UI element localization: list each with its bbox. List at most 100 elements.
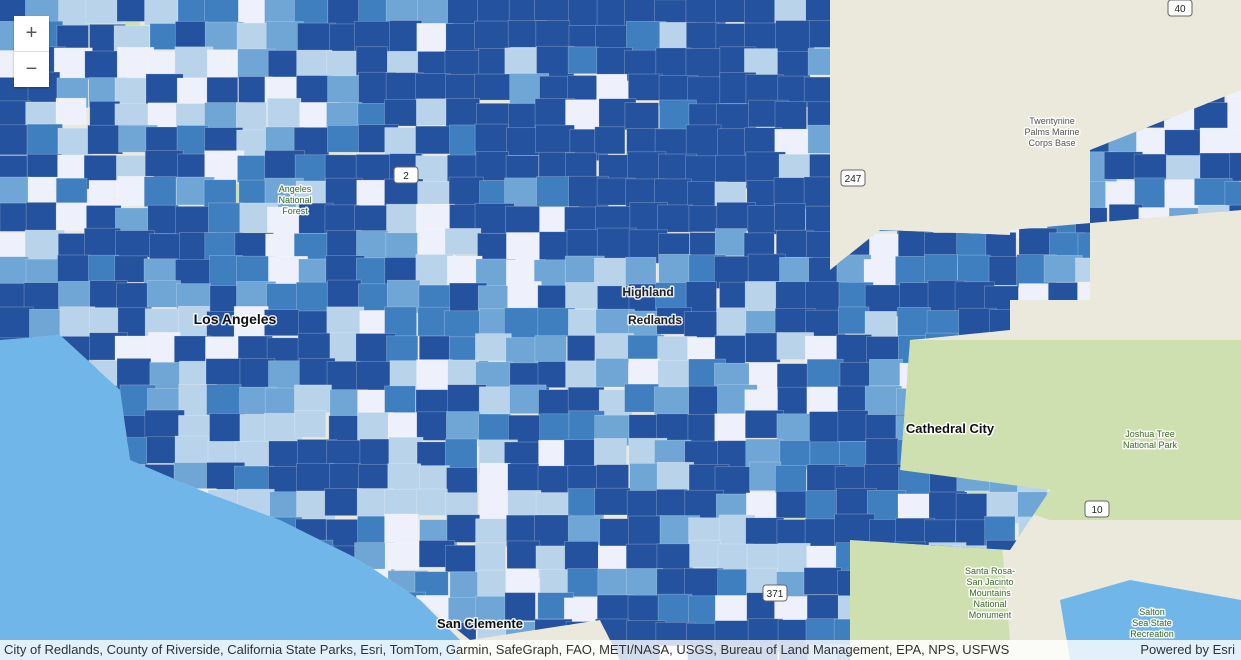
- district: [416, 411, 448, 441]
- district: [384, 385, 416, 417]
- ocean: [0, 335, 460, 660]
- district: [329, 463, 361, 491]
- place-label: San Jacinto: [966, 577, 1013, 587]
- place-label: Los Angeles: [194, 311, 277, 327]
- highway-shield: [1084, 500, 1110, 518]
- zoom-in-button[interactable]: +: [25, 22, 38, 44]
- district: [537, 285, 571, 313]
- district: [593, 438, 627, 467]
- district: [628, 73, 663, 101]
- district: [325, 177, 363, 206]
- district: [657, 204, 693, 233]
- district: [174, 46, 214, 79]
- district: [775, 281, 810, 314]
- district: [805, 281, 844, 312]
- district: [1133, 153, 1168, 183]
- district: [656, 413, 689, 441]
- district: [566, 229, 601, 258]
- attribution-bar: City of Redlands, County of Riverside, C…: [0, 640, 1241, 660]
- district: [144, 0, 182, 26]
- highway-number: 2: [403, 171, 409, 182]
- place-label: Twentynine: [1029, 116, 1075, 126]
- district: [58, 281, 91, 312]
- district: [624, 102, 659, 131]
- district: [174, 206, 214, 235]
- district: [205, 358, 241, 386]
- district: [446, 514, 480, 543]
- district: [415, 254, 454, 288]
- district: [568, 0, 602, 26]
- district: [475, 151, 509, 182]
- district: [205, 336, 240, 364]
- district: [897, 307, 931, 340]
- district: [444, 50, 480, 78]
- district: [326, 306, 365, 338]
- park: [900, 340, 1241, 520]
- district: [837, 410, 869, 442]
- district: [714, 228, 747, 257]
- district: [384, 306, 417, 337]
- district: [838, 306, 870, 335]
- district: [1228, 127, 1241, 162]
- district: [658, 253, 691, 285]
- district: [745, 332, 781, 363]
- district: [146, 280, 181, 308]
- place-label: National: [973, 599, 1006, 609]
- district: [595, 358, 629, 388]
- district: [567, 46, 599, 74]
- district: [629, 463, 661, 496]
- district: [144, 409, 185, 439]
- district: [627, 594, 665, 624]
- district: [88, 307, 120, 335]
- district: [87, 124, 123, 155]
- district: [204, 127, 244, 156]
- district: [774, 101, 807, 130]
- district: [655, 282, 689, 310]
- district: [507, 281, 542, 310]
- highway-number: 247: [845, 174, 862, 185]
- district: [534, 335, 567, 363]
- district: [0, 176, 31, 204]
- district: [774, 203, 806, 231]
- place-label: Recreation: [1130, 629, 1174, 639]
- district: [564, 541, 599, 572]
- district: [175, 259, 211, 286]
- district: [174, 435, 209, 469]
- district: [415, 125, 451, 155]
- district: [84, 50, 123, 80]
- zoom-controls: + −: [14, 16, 49, 87]
- district: [714, 595, 754, 624]
- district: [207, 202, 244, 234]
- attribution: City of Redlands, County of Riverside, C…: [4, 642, 1010, 657]
- district: [324, 488, 362, 516]
- district: [656, 461, 695, 494]
- district: [624, 383, 659, 413]
- district: [204, 0, 239, 26]
- place-label: Cathedral City: [906, 421, 995, 436]
- place-label: Monument: [969, 610, 1012, 620]
- district: [0, 306, 34, 340]
- district: [415, 488, 448, 516]
- district: [447, 359, 479, 389]
- district: [294, 410, 327, 438]
- district: [25, 202, 57, 234]
- district: [656, 489, 688, 517]
- district: [626, 21, 667, 53]
- district: [384, 542, 419, 570]
- zoom-out-button[interactable]: −: [14, 51, 49, 87]
- district: [477, 232, 512, 262]
- district: [864, 385, 903, 420]
- district: [535, 20, 571, 48]
- district: [206, 49, 240, 81]
- place-label: Palms Marine: [1024, 127, 1079, 137]
- district: [594, 487, 631, 516]
- district: [57, 127, 93, 159]
- district: [233, 306, 269, 338]
- district: [447, 0, 482, 25]
- powered-by[interactable]: Powered by Esri: [1140, 642, 1235, 657]
- district: [59, 306, 96, 337]
- district: [685, 21, 720, 51]
- district: [419, 335, 450, 364]
- district: [0, 124, 29, 156]
